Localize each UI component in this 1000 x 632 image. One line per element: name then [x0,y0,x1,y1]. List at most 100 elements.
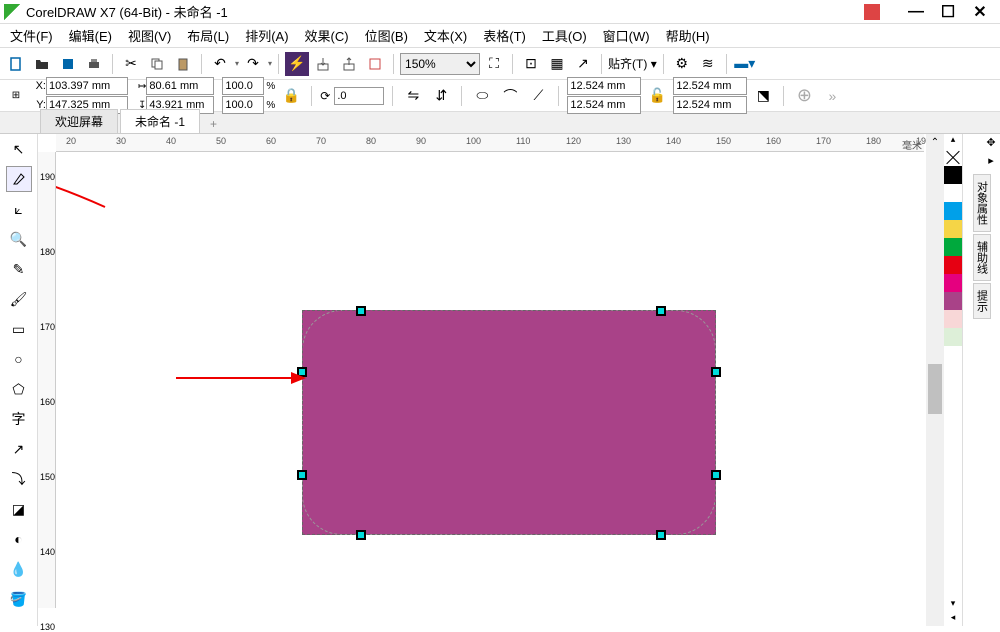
menu-text[interactable]: 文本(X) [418,24,473,47]
color-swatch[interactable] [944,328,962,346]
tab-add-button[interactable]: + [202,115,225,133]
menu-file[interactable]: 文件(F) [4,24,59,47]
search-icon[interactable]: ⚡ [285,52,309,76]
guidelines-icon[interactable]: ↗ [571,52,595,76]
drop-shadow-icon[interactable]: ◪ [6,496,32,522]
maximize-button[interactable]: ☐ [932,2,964,22]
hints-tab[interactable]: 提示 [973,283,991,319]
freehand-tool-icon[interactable]: ✎ [6,256,32,282]
corner-tl-input[interactable] [567,77,641,95]
x-position-input[interactable] [46,77,128,95]
connector-tool-icon[interactable]: ⤵ [6,466,32,492]
menu-effects[interactable]: 效果(C) [299,24,355,47]
import-icon[interactable] [311,52,335,76]
artistic-media-icon[interactable]: 🖌 [6,286,32,312]
color-swatch[interactable] [944,310,962,328]
no-color-swatch[interactable] [944,148,962,166]
close-button[interactable]: ✕ [964,2,996,22]
node-handle[interactable] [297,470,307,480]
mirror-h-icon[interactable]: ⇋ [401,84,425,108]
node-handle[interactable] [356,306,366,316]
polygon-tool-icon[interactable]: ⬠ [6,376,32,402]
text-tool-icon[interactable]: 字 [6,406,32,432]
color-swatch[interactable] [944,220,962,238]
lock-ratio-icon[interactable]: 🔒 [279,84,303,108]
color-swatch[interactable] [944,274,962,292]
cut-icon[interactable]: ✂ [119,52,143,76]
corner-bl-input[interactable] [567,96,641,114]
node-handle[interactable] [356,530,366,540]
relative-corner-icon[interactable]: ⬔ [751,84,775,108]
vertical-scrollbar[interactable]: ⌃ [926,134,944,626]
grid-icon[interactable]: ▦ [545,52,569,76]
expand-arrow-icon[interactable]: ▸ [982,152,1000,170]
menu-window[interactable]: 窗口(W) [597,24,656,47]
zoom-tool-icon[interactable]: 🔍 [6,226,32,252]
pick-tool-icon[interactable]: ↖ [6,136,32,162]
menu-edit[interactable]: 编辑(E) [63,24,118,47]
object-props-tab[interactable]: 对象属性 [973,174,991,232]
corner-chamfer-icon[interactable]: ⟋ [526,84,550,108]
guidelines-tab[interactable]: 辅助线 [973,234,991,281]
scale-x-input[interactable] [222,77,264,95]
shape-tool-icon[interactable] [6,166,32,192]
color-swatch[interactable] [944,202,962,220]
rectangle-shape[interactable] [302,310,716,535]
color-swatch[interactable] [944,184,962,202]
menu-view[interactable]: 视图(V) [122,24,177,47]
crop-tool-icon[interactable]: ⟀ [6,196,32,222]
ellipse-tool-icon[interactable]: ○ [6,346,32,372]
export-icon[interactable] [337,52,361,76]
publish-icon[interactable] [363,52,387,76]
user-badge-icon[interactable] [864,4,880,20]
transparency-icon[interactable]: ◐ [6,526,32,552]
tab-document[interactable]: 未命名 -1 [120,109,200,133]
undo-icon[interactable]: ↶ [208,52,232,76]
scroll-thumb[interactable] [928,364,942,414]
rectangle-tool-icon[interactable]: ▭ [6,316,32,342]
copy-icon[interactable] [145,52,169,76]
node-handle[interactable] [656,530,666,540]
corner-scallop-icon[interactable]: ⌒ [498,84,522,108]
eyedropper-icon[interactable]: 💧 [6,556,32,582]
expand-docker-icon[interactable]: ✥ [982,134,1000,152]
minimize-button[interactable]: — [900,2,932,22]
menu-layout[interactable]: 布局(L) [181,24,235,47]
node-handle[interactable] [711,367,721,377]
corner-lock-icon[interactable]: 🔓 [645,84,669,108]
fill-tool-icon[interactable]: 🪣 [6,586,32,612]
rotation-input[interactable] [334,87,384,105]
snap-dropdown[interactable]: 贴齐(T) ▾ [608,55,657,72]
node-handle[interactable] [656,306,666,316]
corner-round-icon[interactable]: ⬭ [470,84,494,108]
width-input[interactable] [146,77,214,95]
options-icon[interactable]: ⚙ [670,52,694,76]
app-launcher-icon[interactable]: ▬▾ [733,52,757,76]
print-icon[interactable] [82,52,106,76]
open-icon[interactable] [30,52,54,76]
parallel-dim-icon[interactable]: ↗ [6,436,32,462]
canvas[interactable] [56,152,924,626]
menu-tools[interactable]: 工具(O) [536,24,593,47]
node-handle[interactable] [711,470,721,480]
redo-icon[interactable]: ↷ [241,52,265,76]
zoom-level-select[interactable]: 150% [400,53,480,75]
paste-icon[interactable] [171,52,195,76]
launch-icon[interactable]: ≋ [696,52,720,76]
scale-y-input[interactable] [222,96,264,114]
scroll-up-icon[interactable]: ⌃ [926,134,944,152]
color-swatch[interactable] [944,238,962,256]
menu-arrange[interactable]: 排列(A) [239,24,294,47]
save-icon[interactable] [56,52,80,76]
corner-tr-input[interactable] [673,77,747,95]
corner-br-input[interactable] [673,96,747,114]
color-swatch[interactable] [944,166,962,184]
tab-welcome[interactable]: 欢迎屏幕 [40,109,118,133]
menu-table[interactable]: 表格(T) [477,24,532,47]
more-icon[interactable]: » [820,84,844,108]
color-swatch[interactable] [944,256,962,274]
mirror-v-icon[interactable]: ⇵ [429,84,453,108]
new-doc-icon[interactable] [4,52,28,76]
fullscreen-icon[interactable]: ⛶ [482,52,506,76]
add-icon[interactable]: ⊕ [792,84,816,108]
